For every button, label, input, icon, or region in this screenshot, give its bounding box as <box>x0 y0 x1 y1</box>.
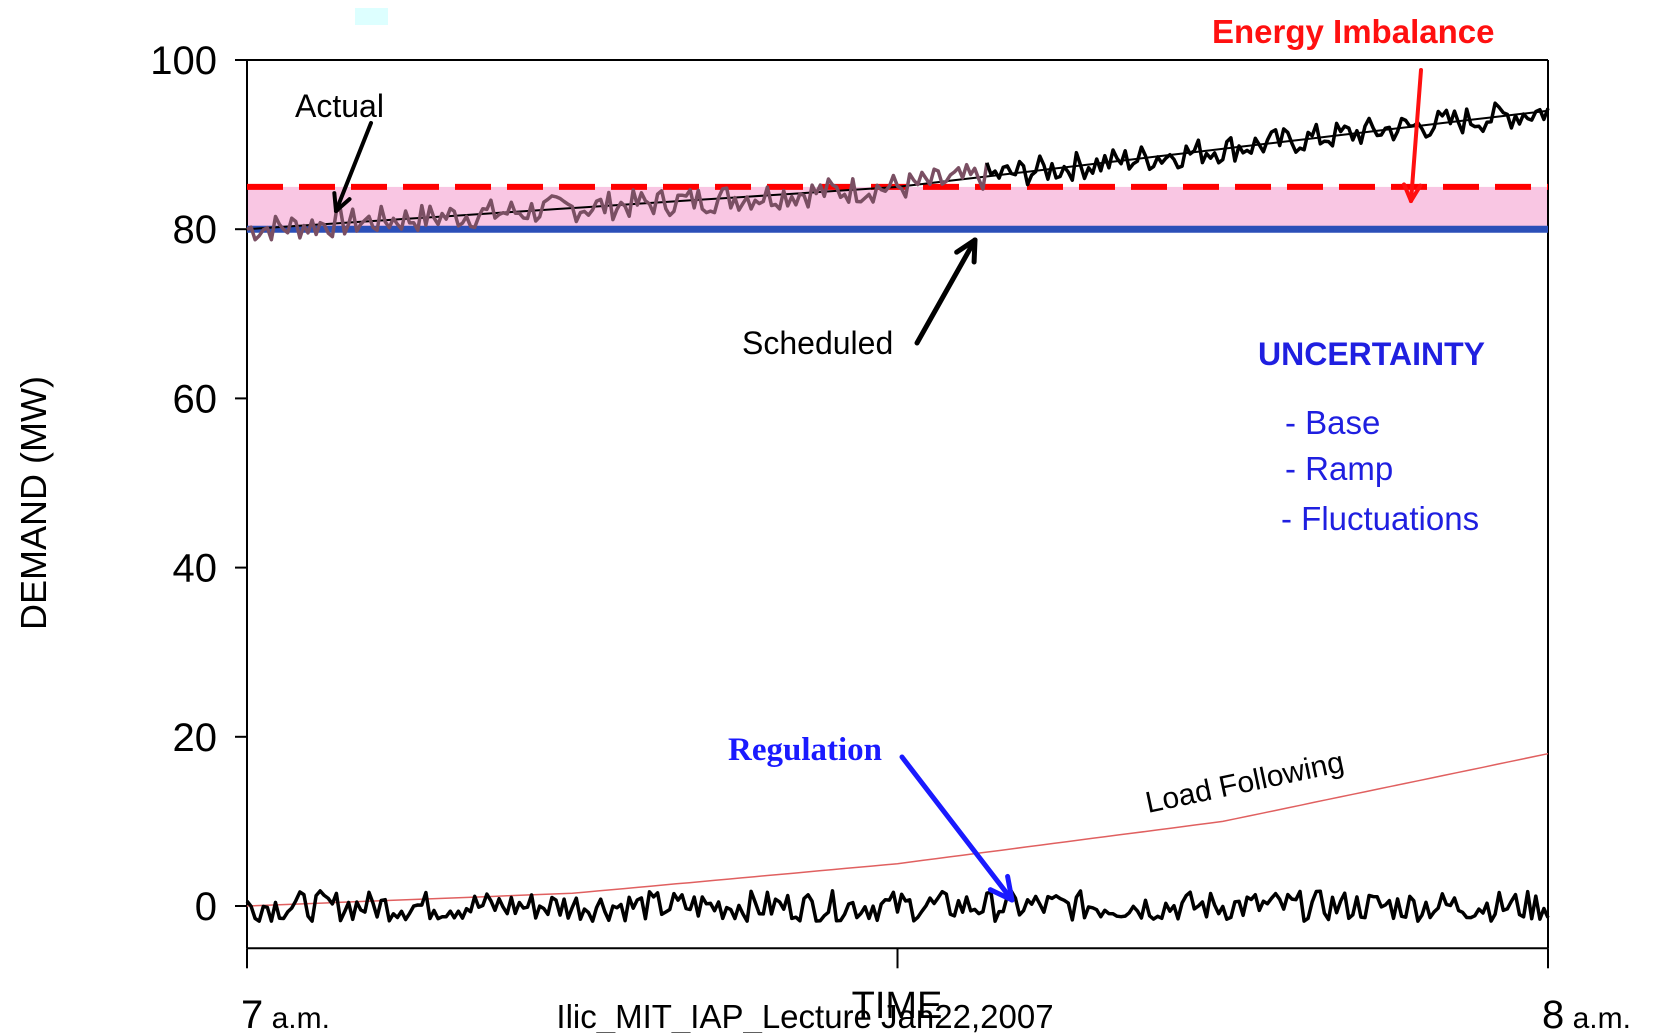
actual-label: Actual <box>295 88 384 124</box>
scheduled-label: Scheduled <box>742 325 893 361</box>
actual-arrow-head-a <box>332 191 338 213</box>
y-tick-label: 100 <box>150 39 217 83</box>
series-regulation <box>245 889 1550 923</box>
uncertainty-item-base: - Base <box>1285 404 1380 441</box>
y-tick-label: 20 <box>173 716 218 760</box>
regulation-label: Regulation <box>728 732 882 768</box>
x-axis-label: TIME <box>852 985 943 1027</box>
uncertainty-item-fluctuations: - Fluctuations <box>1281 500 1479 537</box>
series-layer <box>245 101 1550 923</box>
y-tick-label: 60 <box>173 377 218 421</box>
actual-arrow-shaft <box>334 121 373 213</box>
energy-imbalance-arrow-shaft <box>1409 68 1423 203</box>
x-tick-label: 7 a.m. <box>241 993 330 1033</box>
energy-imbalance-band <box>247 186 1548 230</box>
scheduled-arrow-head-a <box>971 237 978 265</box>
y-axis-label: DEMAND (MW) <box>13 376 54 630</box>
series-actual-late <box>985 101 1550 187</box>
annotation-arrows <box>332 68 1423 903</box>
energy-imbalance-arrow-head-b <box>1409 183 1423 203</box>
actual-arrow-head-b <box>334 197 352 213</box>
imbalance-band-fill <box>247 186 1548 230</box>
regulation-arrow-head-b <box>1005 873 1015 903</box>
regulation-arrow-shaft <box>899 754 1015 903</box>
scheduled-arrow-head-b <box>954 237 978 255</box>
energy-imbalance-arrow-head-a <box>1402 182 1413 203</box>
load-following-label: Load Following <box>1143 746 1347 820</box>
x-tick-label: 8 a.m. <box>1542 993 1631 1033</box>
y-tick-label: 40 <box>173 547 218 591</box>
y-tick-label: 80 <box>173 208 218 252</box>
regulation-arrow-head-a <box>987 887 1015 903</box>
scheduled-arrow-shaft <box>914 237 978 346</box>
series-actual-early <box>246 162 989 242</box>
series-load-following <box>246 752 1549 907</box>
uncertainty-title: UNCERTAINTY <box>1258 336 1485 372</box>
uncertainty-item-ramp: - Ramp <box>1285 450 1393 487</box>
footer-text: Ilic_MIT_IAP_Lecture Jan22,2007 <box>556 998 1053 1033</box>
energy-imbalance-label: Energy Imbalance <box>1212 13 1494 50</box>
y-tick-label: 0 <box>195 885 217 929</box>
axis-ticks: 0 20 40 60 80 100 7 a.m. 8 a.m. <box>150 39 1631 1033</box>
decorative-swatch <box>355 8 388 25</box>
